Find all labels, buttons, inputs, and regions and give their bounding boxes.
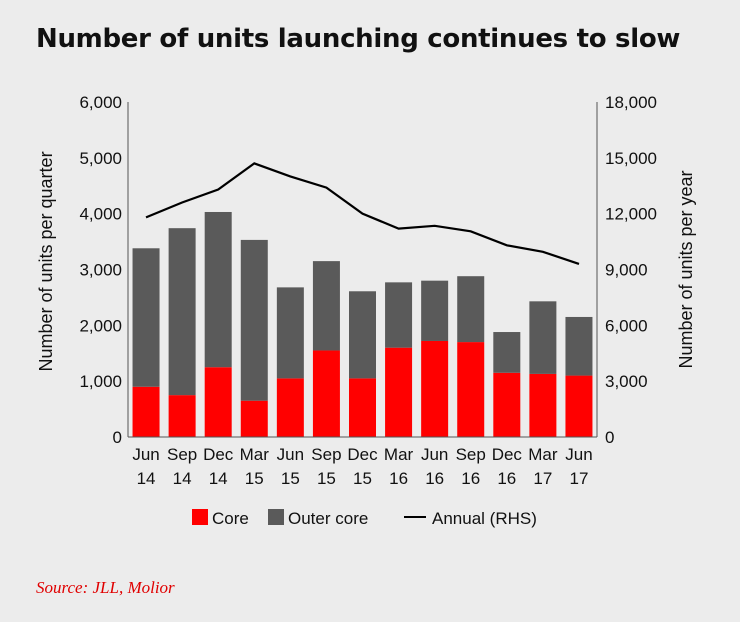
bar-core — [132, 386, 160, 437]
legend-swatch-core — [192, 509, 208, 525]
x-tick-label: Sep 16 — [456, 445, 486, 488]
legend-label-core: Core — [212, 509, 249, 528]
bars-layer — [132, 211, 593, 437]
x-tick-label: Mar 15 — [240, 445, 270, 488]
y2-tick-label: 12,000 — [605, 205, 657, 224]
y2-tick-label: 0 — [605, 428, 614, 447]
line-layer — [145, 162, 580, 265]
y2-tick-label: 9,000 — [605, 261, 648, 280]
x-tick-label: Jun 14 — [132, 445, 159, 488]
bar-core — [168, 395, 196, 437]
bar-core — [529, 373, 557, 437]
bar-core — [421, 340, 449, 437]
y-tick-label: 1,000 — [79, 372, 122, 391]
bar-outer-core — [493, 332, 521, 373]
bar-outer-core — [349, 291, 376, 379]
y-axis-label: Number of units per quarter — [36, 151, 56, 371]
y2-tick-label: 3,000 — [605, 372, 648, 391]
bar-core — [493, 372, 521, 437]
y-tick-label: 2,000 — [79, 316, 122, 335]
x-tick-label: Dec 15 — [347, 445, 378, 488]
x-tick-label: Dec 14 — [203, 445, 234, 488]
bar-core — [276, 378, 304, 437]
bar-core — [240, 400, 268, 437]
bar-core — [204, 367, 232, 437]
legend-label-annual: Annual (RHS) — [432, 509, 537, 528]
x-tick-label: Jun 17 — [565, 445, 592, 488]
x-tick-label: Jun 16 — [421, 445, 448, 488]
bar-core — [565, 375, 593, 437]
bar-outer-core — [132, 248, 160, 387]
bar-outer-core — [240, 239, 268, 401]
bar-outer-core — [204, 211, 232, 368]
legend-swatch-outer-core — [268, 509, 284, 525]
bar-outer-core — [168, 228, 196, 396]
x-tick-label: Sep 15 — [311, 445, 341, 488]
y-tick-label: 3,000 — [79, 261, 122, 280]
bar-core — [457, 342, 485, 437]
y2-tick-label: 6,000 — [605, 316, 648, 335]
y-tick-label: 0 — [113, 428, 122, 447]
line-annual — [145, 162, 580, 265]
bar-core — [349, 378, 376, 437]
y-tick-label: 6,000 — [79, 93, 122, 112]
y2-tick-label: 15,000 — [605, 149, 657, 168]
legend: Core Outer core Annual (RHS) — [192, 509, 537, 528]
bar-outer-core — [457, 276, 485, 343]
source-note: Source: JLL, Molior — [36, 578, 175, 597]
x-tick-label: Mar 17 — [528, 445, 558, 488]
x-tick-label: Dec 16 — [492, 445, 523, 488]
chart-title: Number of units launching continues to s… — [36, 24, 681, 54]
y-tick-label: 4,000 — [79, 205, 122, 224]
x-tick-label: Mar 16 — [384, 445, 414, 488]
legend-label-outer-core: Outer core — [288, 509, 368, 528]
y2-axis-label: Number of units per year — [676, 170, 696, 368]
bar-outer-core — [421, 280, 449, 341]
ticks-layer: 0 1,000 2,000 3,000 4,000 5,000 6,000 0 3,000 6,0… — [79, 93, 657, 488]
bar-outer-core — [312, 261, 340, 351]
bar-outer-core — [565, 316, 593, 376]
bar-core — [312, 350, 340, 437]
bar-outer-core — [276, 287, 304, 379]
bar-outer-core — [385, 282, 413, 348]
bar-outer-core — [529, 301, 557, 374]
axes-layer — [127, 102, 598, 438]
y-tick-label: 5,000 — [79, 149, 122, 168]
x-tick-label: Jun 15 — [277, 445, 304, 488]
x-tick-label: Sep 14 — [167, 445, 197, 488]
y2-tick-label: 18,000 — [605, 93, 657, 112]
bar-core — [385, 347, 413, 437]
